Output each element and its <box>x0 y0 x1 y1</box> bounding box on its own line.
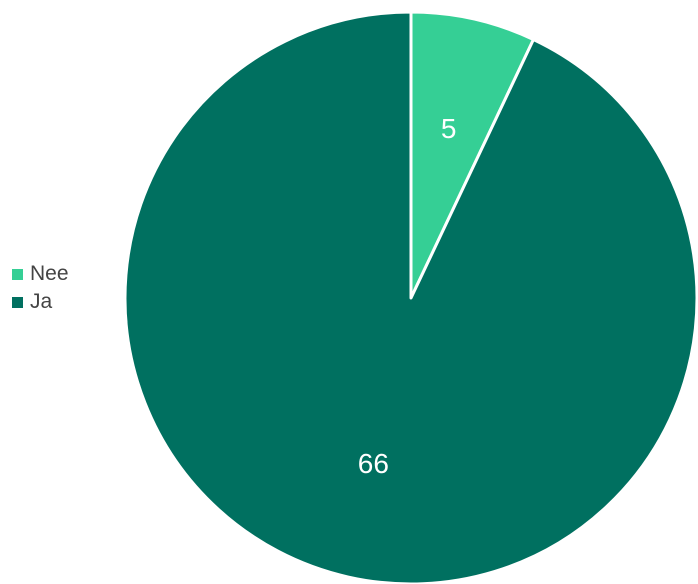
pie-slice-ja[interactable] <box>123 10 698 584</box>
legend-item-ja[interactable]: Ja <box>12 290 69 314</box>
chart-legend: Nee Ja <box>12 262 69 318</box>
pie-slice-nee[interactable] <box>409 10 535 300</box>
legend-label-nee: Nee <box>30 262 69 285</box>
legend-swatch-nee <box>12 268 23 280</box>
data-label-ja: 66 <box>358 448 389 479</box>
legend-item-nee[interactable]: Nee <box>12 262 69 286</box>
legend-label-ja: Ja <box>30 290 53 313</box>
legend-swatch-ja <box>12 296 23 308</box>
data-label-nee: 5 <box>441 113 457 144</box>
